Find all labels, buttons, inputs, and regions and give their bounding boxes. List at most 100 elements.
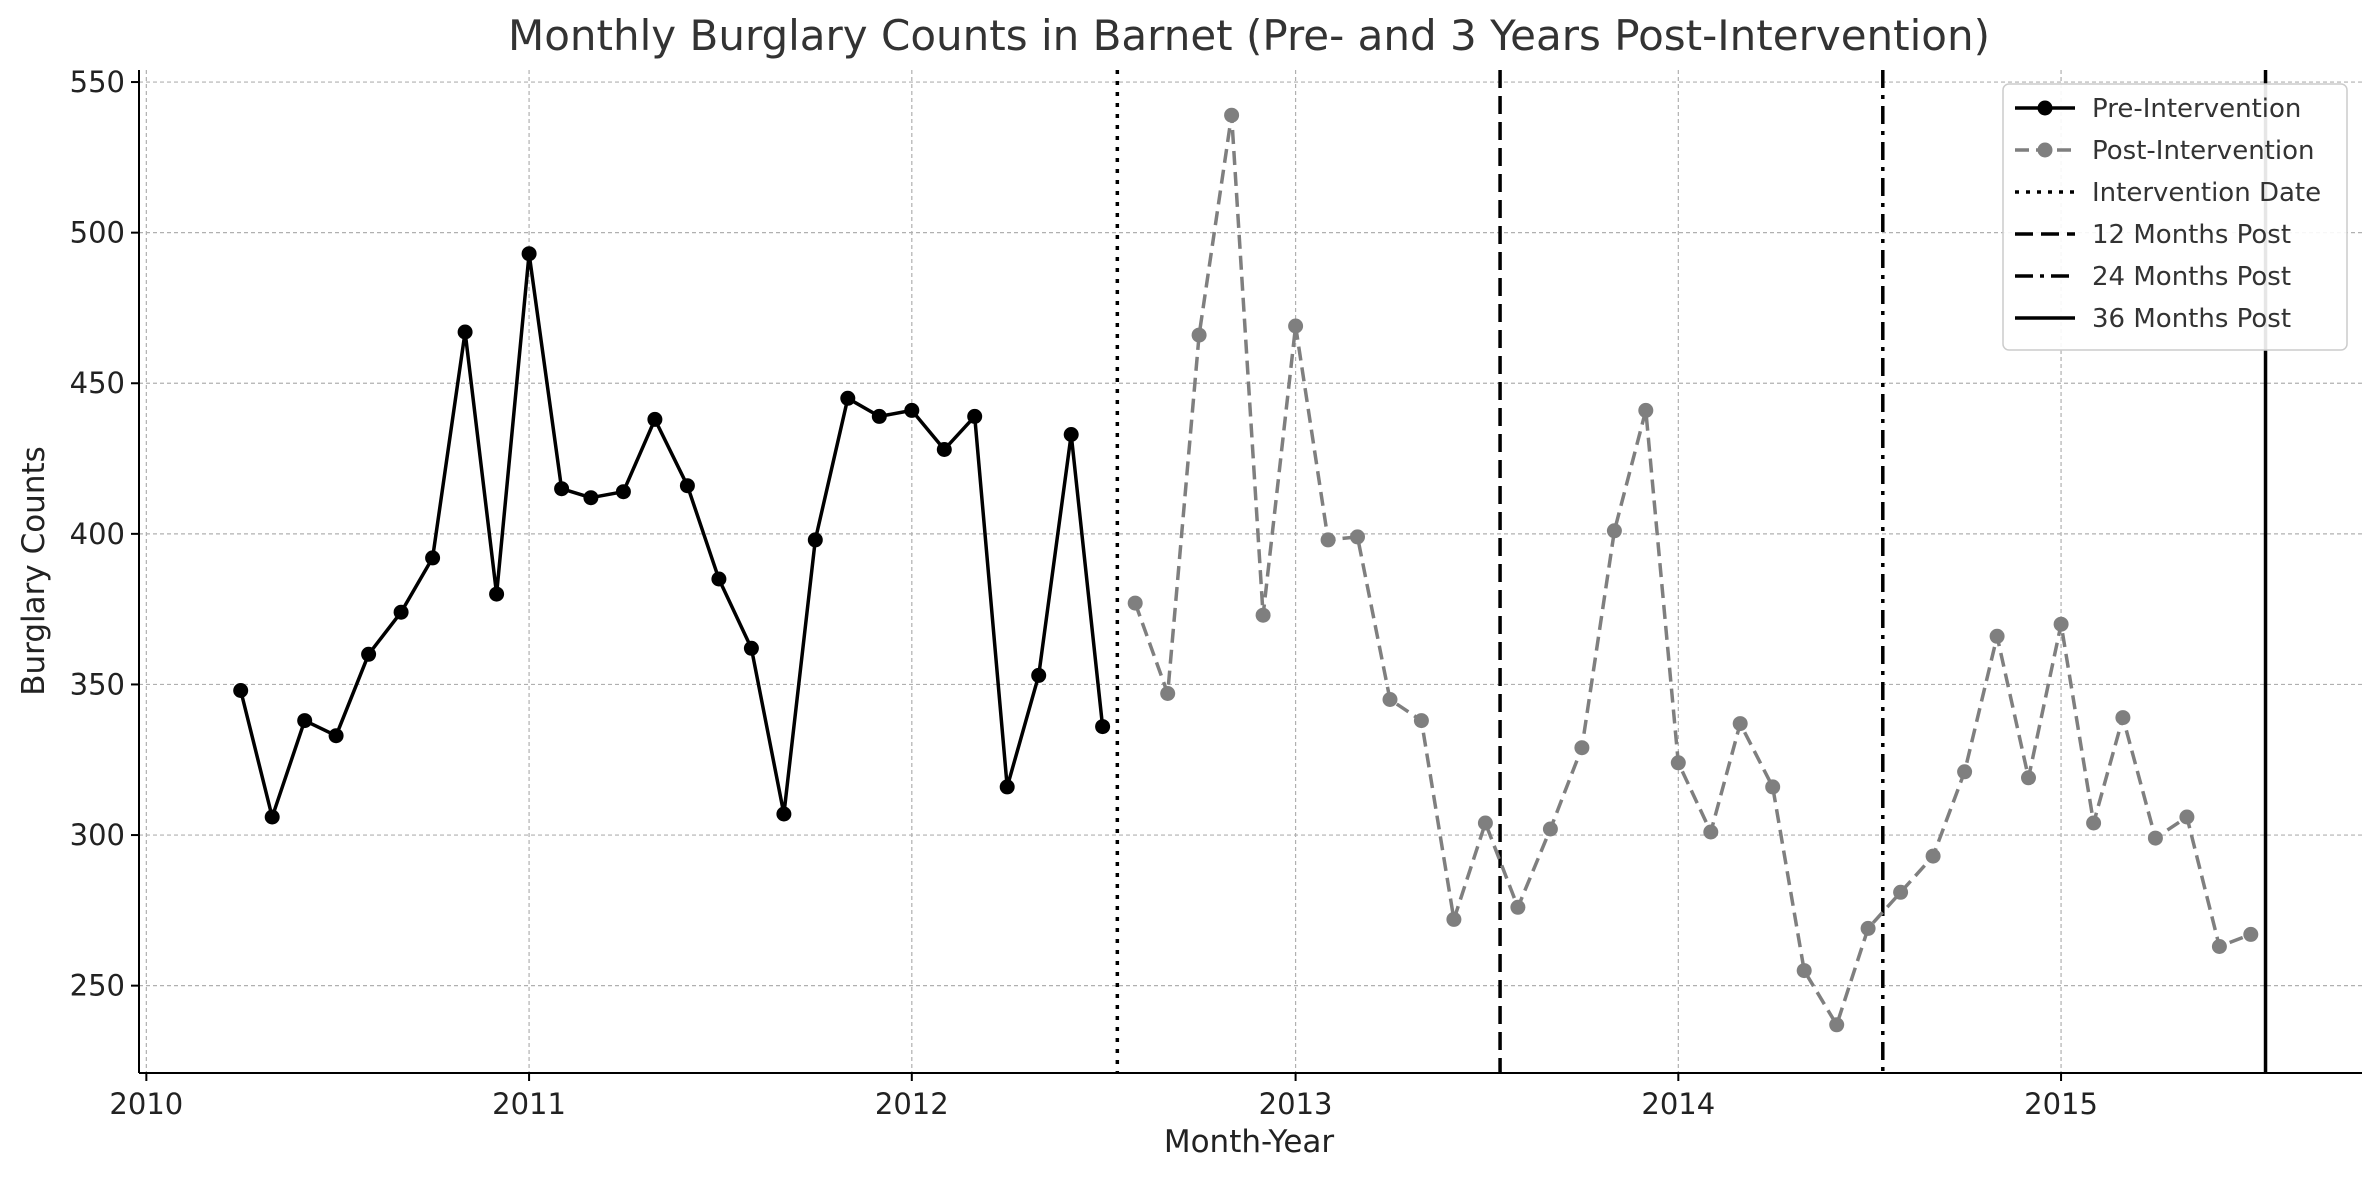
data-point-2-13 bbox=[1510, 899, 1526, 915]
x-tick-label-2015: 2015 bbox=[2024, 1087, 2098, 1121]
y-tick-label-550: 550 bbox=[70, 65, 125, 99]
data-point-2-31 bbox=[2086, 815, 2102, 831]
y-tick-label-300: 300 bbox=[70, 818, 125, 852]
data-point-2-33 bbox=[2147, 830, 2163, 846]
legend-label-2: Post-Intervention bbox=[2092, 136, 2314, 166]
data-point-1-13 bbox=[615, 484, 631, 500]
data-point-1-17 bbox=[743, 640, 759, 656]
data-point-1-26 bbox=[1031, 667, 1047, 683]
data-point-2-1 bbox=[1127, 595, 1143, 611]
data-point-1-19 bbox=[807, 532, 823, 548]
data-point-2-10 bbox=[1413, 713, 1429, 729]
legend-item-3: Intervention Date bbox=[2015, 178, 2321, 208]
series-line-2 bbox=[1133, 113, 2252, 1027]
data-point-1-22 bbox=[904, 402, 920, 418]
data-point-1-9 bbox=[489, 586, 505, 602]
data-point-1-4 bbox=[328, 728, 344, 744]
x-tick-label-2013: 2013 bbox=[1259, 1087, 1333, 1121]
data-point-2-12 bbox=[1477, 815, 1493, 831]
data-point-1-28 bbox=[1095, 719, 1111, 735]
legend-label-6: 36 Months Post bbox=[2092, 304, 2291, 334]
legend-item-1: Pre-Intervention bbox=[2015, 94, 2301, 124]
data-point-2-29 bbox=[2021, 770, 2036, 786]
legend-item-6: 36 Months Post bbox=[2015, 304, 2291, 334]
x-tick-label-2011: 2011 bbox=[492, 1087, 566, 1121]
data-point-1-14 bbox=[647, 411, 663, 427]
data-point-2-14 bbox=[1542, 821, 1558, 837]
data-point-1-11 bbox=[554, 481, 570, 497]
data-point-1-8 bbox=[457, 324, 473, 340]
data-point-2-8 bbox=[1350, 529, 1365, 545]
data-point-2-4 bbox=[1224, 107, 1240, 123]
data-point-2-2 bbox=[1160, 686, 1176, 701]
data-point-1-20 bbox=[840, 390, 856, 406]
series-2 bbox=[1127, 107, 2259, 1033]
chart-title: Monthly Burglary Counts in Barnet (Pre- … bbox=[508, 11, 1990, 60]
data-point-2-9 bbox=[1382, 692, 1398, 707]
data-point-1-2 bbox=[264, 809, 280, 825]
data-point-2-17 bbox=[1638, 402, 1654, 418]
data-point-2-26 bbox=[1925, 848, 1941, 864]
axes: 2010 2011 2012 2013 2014 2015 250 300 350 400 450 5… bbox=[70, 65, 2362, 1121]
x-tick-label-2014: 2014 bbox=[1641, 1087, 1715, 1121]
x-tick-label-2012: 2012 bbox=[875, 1087, 949, 1121]
legend-label-4: 12 Months Post bbox=[2092, 220, 2291, 250]
data-point-1-12 bbox=[583, 490, 599, 506]
legend: Pre-Intervention Post-Intervention Interve… bbox=[2002, 83, 2348, 351]
data-point-2-3 bbox=[1191, 327, 1207, 343]
data-point-2-15 bbox=[1574, 740, 1590, 756]
grid bbox=[139, 70, 2362, 1073]
data-point-1-15 bbox=[679, 478, 695, 494]
data-point-1-1 bbox=[233, 683, 249, 698]
data-point-2-35 bbox=[2211, 939, 2227, 954]
data-point-1-24 bbox=[967, 408, 983, 424]
data-point-2-20 bbox=[1732, 716, 1748, 732]
series-1 bbox=[233, 246, 1111, 825]
data-point-1-16 bbox=[711, 571, 727, 587]
y-axis-label: Burglary Counts bbox=[16, 446, 52, 696]
y-tick-label-500: 500 bbox=[70, 216, 125, 250]
legend-box bbox=[2002, 83, 2348, 351]
data-point-2-32 bbox=[2115, 710, 2131, 726]
data-point-1-3 bbox=[297, 713, 313, 729]
series-line-1 bbox=[239, 251, 1105, 819]
x-axis-label: Month-Year bbox=[1164, 1124, 1335, 1160]
data-point-2-24 bbox=[1860, 920, 1876, 936]
y-tick-label-350: 350 bbox=[70, 667, 125, 701]
legend-item-5: 24 Months Post bbox=[2015, 262, 2291, 292]
data-point-1-10 bbox=[521, 246, 537, 262]
data-point-2-11 bbox=[1446, 911, 1462, 927]
legend-marker-2 bbox=[2037, 142, 2053, 158]
data-point-1-21 bbox=[871, 408, 887, 424]
data-point-1-5 bbox=[361, 646, 377, 662]
data-point-1-27 bbox=[1063, 427, 1079, 442]
data-point-2-16 bbox=[1606, 523, 1622, 539]
data-point-1-18 bbox=[776, 806, 792, 822]
data-series bbox=[233, 107, 2259, 1033]
data-point-2-22 bbox=[1796, 963, 1812, 979]
data-point-2-30 bbox=[2053, 616, 2069, 632]
data-point-1-23 bbox=[936, 442, 952, 457]
legend-marker-1 bbox=[2037, 100, 2053, 116]
y-tick-label-250: 250 bbox=[70, 969, 125, 1003]
legend-item-2: Post-Intervention bbox=[2015, 136, 2314, 166]
data-point-2-7 bbox=[1320, 532, 1336, 548]
data-point-2-5 bbox=[1255, 607, 1271, 623]
data-point-1-6 bbox=[393, 604, 409, 620]
legend-label-1: Pre-Intervention bbox=[2092, 94, 2301, 124]
x-tick-label-2010: 2010 bbox=[109, 1087, 183, 1121]
data-point-2-25 bbox=[1893, 884, 1909, 900]
data-point-1-7 bbox=[425, 550, 441, 566]
data-point-2-28 bbox=[1989, 628, 2005, 644]
y-tick-label-450: 450 bbox=[70, 366, 125, 400]
data-point-1-25 bbox=[999, 779, 1015, 795]
data-point-2-19 bbox=[1703, 824, 1719, 840]
data-point-2-18 bbox=[1670, 755, 1686, 771]
legend-item-4: 12 Months Post bbox=[2015, 220, 2291, 250]
data-point-2-36 bbox=[2243, 926, 2259, 942]
data-point-2-6 bbox=[1288, 318, 1304, 334]
legend-label-3: Intervention Date bbox=[2092, 178, 2321, 208]
data-point-2-27 bbox=[1957, 764, 1973, 780]
